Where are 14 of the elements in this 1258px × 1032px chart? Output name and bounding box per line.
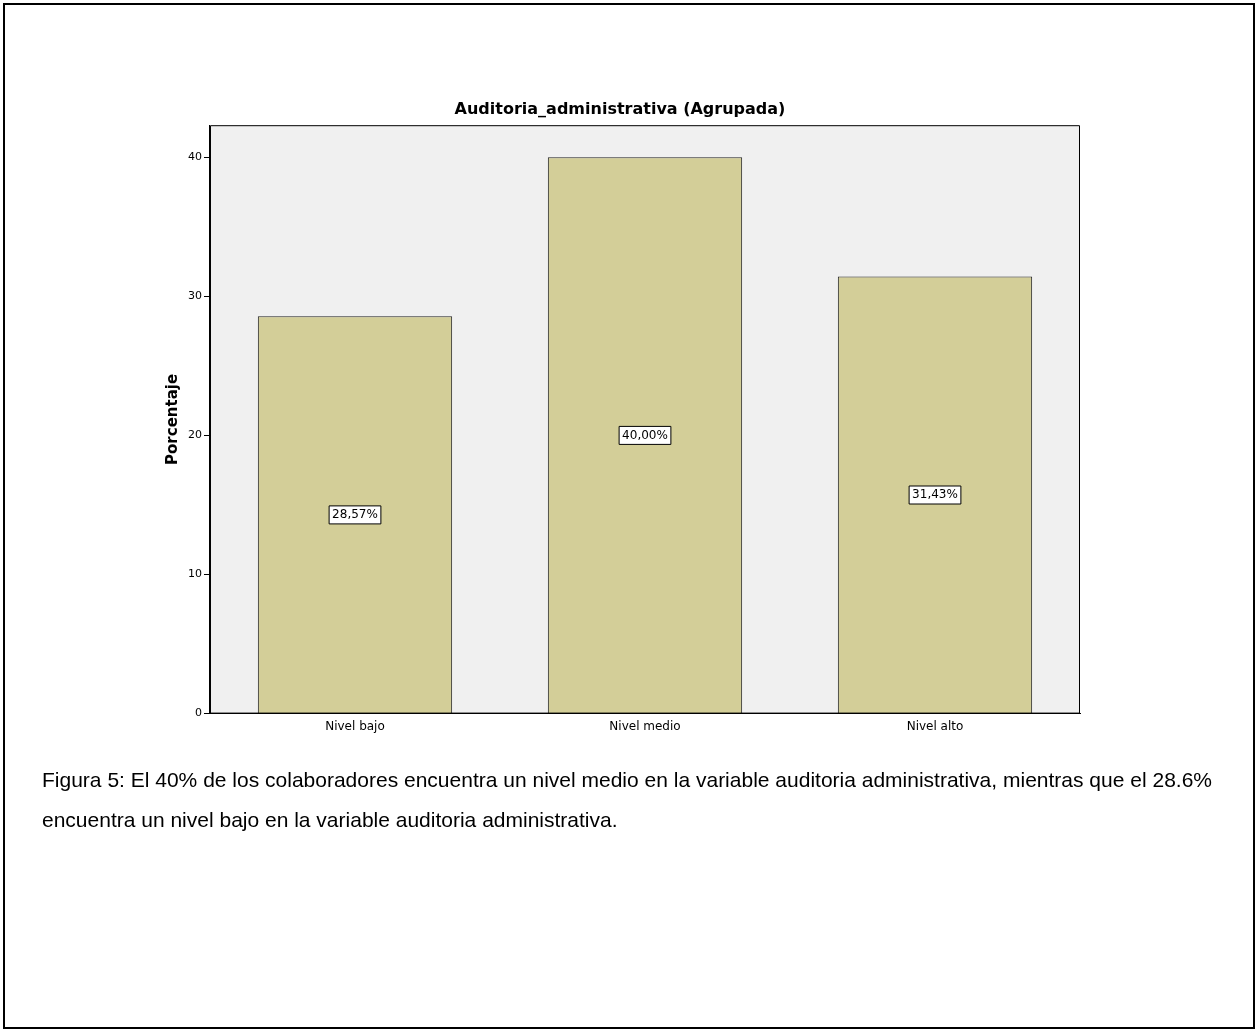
y-tick-label: 30 [188, 289, 202, 303]
y-tick-label: 20 [188, 428, 202, 442]
y-tick-label: 10 [188, 567, 202, 581]
chart-title: Auditoria_administrativa (Agrupada) [454, 98, 786, 118]
y-tick-label: 40 [188, 150, 202, 164]
y-axis-title: Porcentaje [162, 373, 181, 465]
data-label: 31,43% [912, 487, 958, 502]
data-label: 40,00% [622, 427, 668, 442]
x-tick-label: Nivel alto [906, 718, 964, 733]
text: Figura 5: El 40% de los colaboradores encuentra un nivel medio en la variable auditoria administrativa, mientras que el 28.6% encuentra un nivel bajo en la variable auditoria administrativa. [42, 767, 1212, 833]
y-tick-label: 0 [195, 706, 202, 720]
data-label: 28,57% [332, 507, 378, 522]
x-tick-label: Nivel bajo [325, 718, 385, 733]
x-tick-label: Nivel medio [609, 718, 681, 733]
